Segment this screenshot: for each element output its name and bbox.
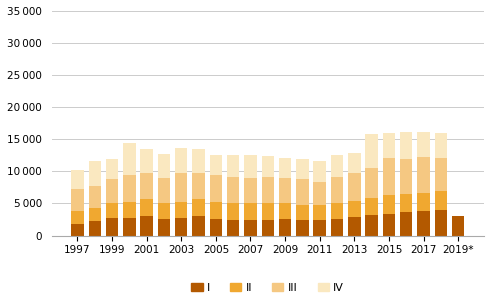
Bar	[296, 205, 309, 220]
Bar	[382, 214, 395, 236]
Bar	[175, 201, 188, 218]
Bar	[244, 178, 257, 203]
Bar	[123, 217, 136, 236]
Bar	[313, 220, 326, 236]
Bar	[71, 189, 83, 211]
Bar	[106, 204, 118, 218]
Bar	[210, 175, 222, 202]
Bar	[400, 194, 412, 212]
Bar	[365, 168, 378, 198]
Bar	[227, 176, 240, 203]
Bar	[400, 212, 412, 236]
Bar	[279, 203, 291, 219]
Bar	[331, 177, 343, 203]
Bar	[382, 158, 395, 195]
Bar	[88, 208, 101, 221]
Bar	[348, 153, 360, 173]
Bar	[244, 155, 257, 178]
Bar	[175, 148, 188, 173]
Bar	[331, 203, 343, 219]
Bar	[279, 158, 291, 178]
Bar	[313, 161, 326, 182]
Bar	[140, 199, 153, 216]
Bar	[71, 211, 83, 224]
Bar	[417, 193, 430, 211]
Bar	[158, 203, 170, 219]
Bar	[210, 219, 222, 236]
Bar	[348, 201, 360, 217]
Bar	[348, 173, 360, 201]
Bar	[227, 155, 240, 176]
Bar	[192, 173, 205, 199]
Bar	[279, 219, 291, 236]
Bar	[262, 220, 274, 236]
Bar	[435, 158, 447, 191]
Bar	[435, 191, 447, 210]
Bar	[88, 186, 101, 208]
Bar	[175, 173, 188, 201]
Bar	[365, 215, 378, 236]
Bar	[71, 224, 83, 236]
Bar	[348, 217, 360, 236]
Bar	[175, 218, 188, 236]
Bar	[417, 157, 430, 193]
Bar	[382, 195, 395, 214]
Bar	[331, 155, 343, 177]
Bar	[417, 132, 430, 157]
Bar	[296, 179, 309, 205]
Bar	[262, 156, 274, 176]
Bar	[158, 178, 170, 203]
Bar	[331, 219, 343, 236]
Bar	[140, 216, 153, 236]
Bar	[140, 173, 153, 199]
Bar	[88, 161, 101, 186]
Bar	[210, 155, 222, 175]
Bar	[123, 143, 136, 175]
Bar	[365, 134, 378, 168]
Bar	[192, 216, 205, 236]
Legend: I, II, III, IV: I, II, III, IV	[187, 278, 349, 297]
Bar	[279, 178, 291, 203]
Bar	[244, 203, 257, 220]
Bar	[244, 220, 257, 236]
Bar	[435, 133, 447, 158]
Bar	[71, 170, 83, 189]
Bar	[313, 205, 326, 220]
Bar	[262, 176, 274, 203]
Bar	[158, 154, 170, 178]
Bar	[210, 202, 222, 219]
Bar	[123, 175, 136, 201]
Bar	[158, 219, 170, 236]
Bar	[88, 221, 101, 236]
Bar	[400, 132, 412, 159]
Bar	[452, 216, 464, 236]
Bar	[106, 159, 118, 179]
Bar	[262, 203, 274, 220]
Bar	[313, 182, 326, 205]
Bar	[106, 218, 118, 236]
Bar	[382, 133, 395, 158]
Bar	[227, 203, 240, 220]
Bar	[417, 211, 430, 236]
Bar	[296, 220, 309, 236]
Bar	[435, 210, 447, 236]
Bar	[140, 149, 153, 173]
Bar	[296, 159, 309, 179]
Bar	[106, 179, 118, 204]
Bar	[365, 198, 378, 215]
Bar	[227, 220, 240, 236]
Bar	[400, 159, 412, 194]
Bar	[123, 201, 136, 217]
Bar	[192, 149, 205, 173]
Bar	[192, 199, 205, 216]
